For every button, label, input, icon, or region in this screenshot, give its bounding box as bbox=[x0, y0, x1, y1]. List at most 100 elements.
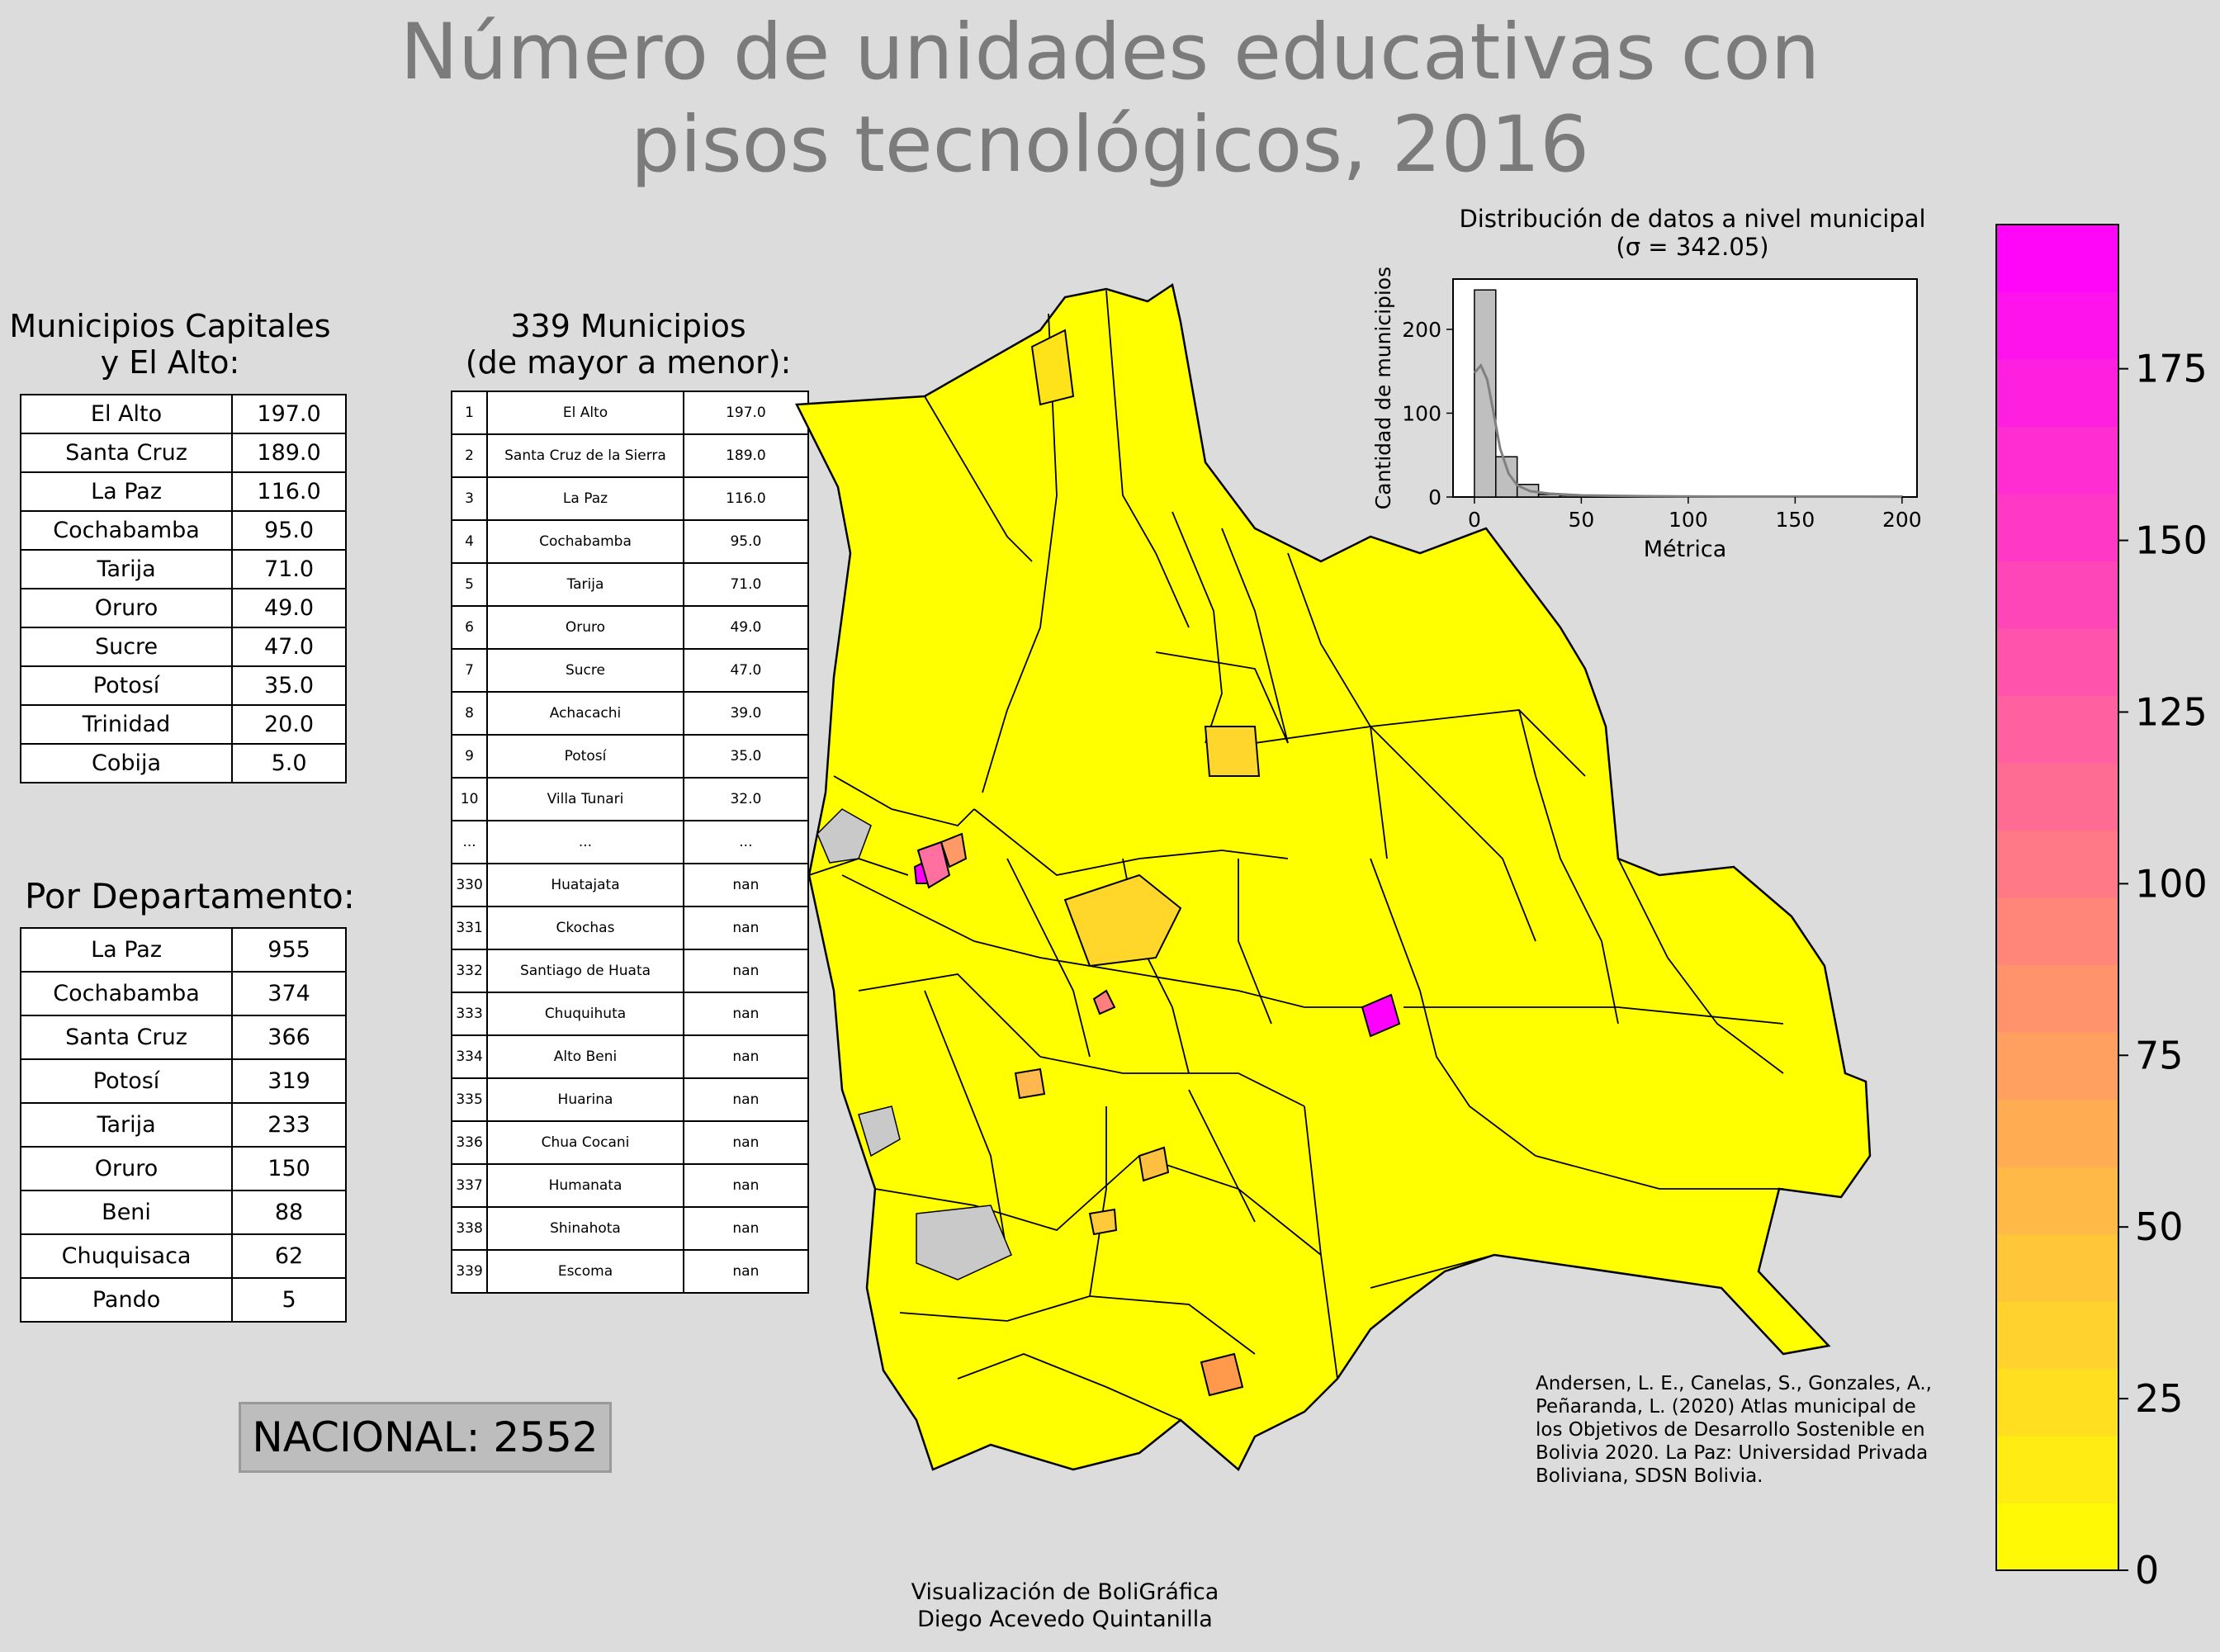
municipality-rank-cell: 335 bbox=[450, 1077, 489, 1122]
municipality-rank-cell: ... bbox=[450, 820, 489, 864]
table-row: La Paz 955 bbox=[19, 927, 347, 973]
department-value-cell: 955 bbox=[231, 927, 347, 973]
municipality-value-cell: 95.0 bbox=[682, 519, 810, 564]
municipality-name-cell: Alto Beni bbox=[486, 1034, 684, 1079]
capital-value-cell: 35.0 bbox=[231, 665, 347, 706]
table-row: 8 Achacachi 39.0 bbox=[450, 691, 810, 736]
capital-value-cell: 71.0 bbox=[231, 549, 347, 589]
municipality-rank-cell: 332 bbox=[450, 949, 489, 993]
colorbar-tick-label: 25 bbox=[2135, 1376, 2184, 1421]
municipality-rank-cell: 5 bbox=[450, 562, 489, 607]
municipality-rank-cell: 7 bbox=[450, 648, 489, 693]
municipality-rank-cell: 1 bbox=[450, 391, 489, 435]
table-row: 330 Huatajata nan bbox=[450, 863, 810, 907]
colorbar-segment bbox=[1996, 1503, 2118, 1571]
municipality-value-cell: nan bbox=[682, 1120, 810, 1165]
department-name-cell: La Paz bbox=[19, 927, 234, 973]
region-cochabamba bbox=[1092, 989, 1116, 1015]
table-row: 3 La Paz 116.0 bbox=[450, 476, 810, 521]
colorbar-tick-label: 0 bbox=[2135, 1548, 2159, 1585]
colorbar-segment bbox=[1996, 897, 2118, 966]
department-name-cell: Chuquisaca bbox=[19, 1233, 234, 1279]
municipality-name-cell: Santa Cruz de la Sierra bbox=[486, 433, 684, 478]
municipality-value-cell: 197.0 bbox=[682, 391, 810, 435]
colorbar-segment bbox=[1996, 628, 2118, 697]
colorbar-segment bbox=[1996, 1436, 2118, 1504]
capital-value-cell: 197.0 bbox=[231, 394, 347, 434]
capital-value-cell: 5.0 bbox=[231, 743, 347, 783]
colorbar-segment bbox=[1996, 763, 2118, 831]
region-la-paz bbox=[916, 840, 951, 889]
municipalities-table-title: 339 Municipios (de mayor a menor): bbox=[446, 308, 811, 381]
x-tick-label: 50 bbox=[1568, 508, 1594, 532]
histogram-title-line-2: (σ = 342.05) bbox=[1616, 233, 1769, 261]
colorbar-segment bbox=[1996, 494, 2118, 562]
colorbar: 0 25 50 75 100 125 150 175 bbox=[1995, 224, 2208, 1585]
capital-value-cell: 20.0 bbox=[231, 704, 347, 745]
table-row: 336 Chua Cocani nan bbox=[450, 1120, 810, 1165]
municipality-name-cell: Achacachi bbox=[486, 691, 684, 736]
kde-curve bbox=[1473, 362, 1902, 499]
colorbar-segment bbox=[1996, 225, 2118, 293]
colorbar-tick-label: 125 bbox=[2135, 689, 2208, 734]
department-name-cell: Santa Cruz bbox=[19, 1015, 234, 1060]
colorbar-segment bbox=[1996, 964, 2118, 1033]
municipality-rank-cell: 334 bbox=[450, 1034, 489, 1079]
municipality-value-cell: ... bbox=[682, 820, 810, 864]
colorbar-segment bbox=[1996, 1032, 2118, 1101]
colorbar-segment bbox=[1996, 1167, 2118, 1235]
municipality-rank-cell: 6 bbox=[450, 605, 489, 650]
title-line-2: pisos tecnológicos, 2016 bbox=[630, 100, 1590, 190]
departments-table-title: Por Departamento: bbox=[25, 876, 355, 916]
national-total-box: NACIONAL: 2552 bbox=[239, 1402, 612, 1473]
capitals-table: El Alto 197.0 Santa Cruz 189.0 La Paz 116.0 Co… bbox=[19, 394, 347, 783]
capital-value-cell: 189.0 bbox=[231, 433, 347, 473]
table-row: 7 Sucre 47.0 bbox=[450, 648, 810, 693]
municipality-value-cell: 116.0 bbox=[682, 476, 810, 521]
municipality-name-cell: La Paz bbox=[486, 476, 684, 521]
table-row: 9 Potosí 35.0 bbox=[450, 734, 810, 779]
municipality-rank-cell: 339 bbox=[450, 1249, 489, 1294]
x-tick-label: 0 bbox=[1468, 508, 1481, 532]
table-row: La Paz 116.0 bbox=[19, 471, 347, 512]
histogram-chart: 0 50 100 150 200 0 100 200 Métrica Cantidad de mu… bbox=[1371, 267, 1922, 562]
capital-name-cell: Sucre bbox=[19, 627, 234, 667]
municipality-rank-cell: 4 bbox=[450, 519, 489, 564]
colorbar-segment bbox=[1996, 359, 2118, 428]
municipality-rank-cell: 10 bbox=[450, 777, 489, 821]
credit-text: Visualización de BoliGráfica Diego Aceve… bbox=[826, 1579, 1304, 1633]
department-name-cell: Cochabamba bbox=[19, 971, 234, 1016]
municipality-rank-cell: 9 bbox=[450, 734, 489, 779]
municipality-name-cell: Chuquihuta bbox=[486, 992, 684, 1036]
table-row: Tarija 233 bbox=[19, 1102, 347, 1148]
municipality-value-cell: nan bbox=[682, 1077, 810, 1122]
municipality-rank-cell: 330 bbox=[450, 863, 489, 907]
region-sucre bbox=[1138, 1146, 1170, 1182]
municipality-name-cell: Escoma bbox=[486, 1249, 684, 1294]
capital-name-cell: Cochabamba bbox=[19, 510, 234, 551]
table-row: 5 Tarija 71.0 bbox=[450, 562, 810, 607]
table-row: 2 Santa Cruz de la Sierra 189.0 bbox=[450, 433, 810, 478]
municipality-rank-cell: 2 bbox=[450, 433, 489, 478]
x-tick-label: 200 bbox=[1882, 508, 1922, 532]
histogram-title-line-1: Distribución de datos a nivel municipal bbox=[1459, 205, 1926, 233]
department-name-cell: Potosí bbox=[19, 1058, 234, 1104]
municipality-value-cell: nan bbox=[682, 1163, 810, 1208]
colorbar-tick-label: 100 bbox=[2135, 861, 2208, 906]
title-line-1: Número de unidades educativas con bbox=[400, 7, 1820, 97]
x-axis-label: Métrica bbox=[1644, 537, 1727, 562]
region-tarija bbox=[1200, 1352, 1244, 1397]
table-row: ......... bbox=[450, 820, 810, 864]
capital-name-cell: Potosí bbox=[19, 665, 234, 706]
municipality-name-cell: Villa Tunari bbox=[486, 777, 684, 821]
x-tick-label: 100 bbox=[1669, 508, 1708, 532]
municipality-value-cell: nan bbox=[682, 863, 810, 907]
table-row: Cobija 5.0 bbox=[19, 743, 347, 783]
table-row: Cochabamba 374 bbox=[19, 971, 347, 1016]
municipality-rank-cell: 3 bbox=[450, 476, 489, 521]
region-villa-tunari bbox=[1063, 873, 1182, 968]
municipality-value-cell: 32.0 bbox=[682, 777, 810, 821]
department-name-cell: Oruro bbox=[19, 1146, 234, 1191]
colorbar-segment bbox=[1996, 1233, 2118, 1302]
municipality-rank-cell: 8 bbox=[450, 691, 489, 736]
